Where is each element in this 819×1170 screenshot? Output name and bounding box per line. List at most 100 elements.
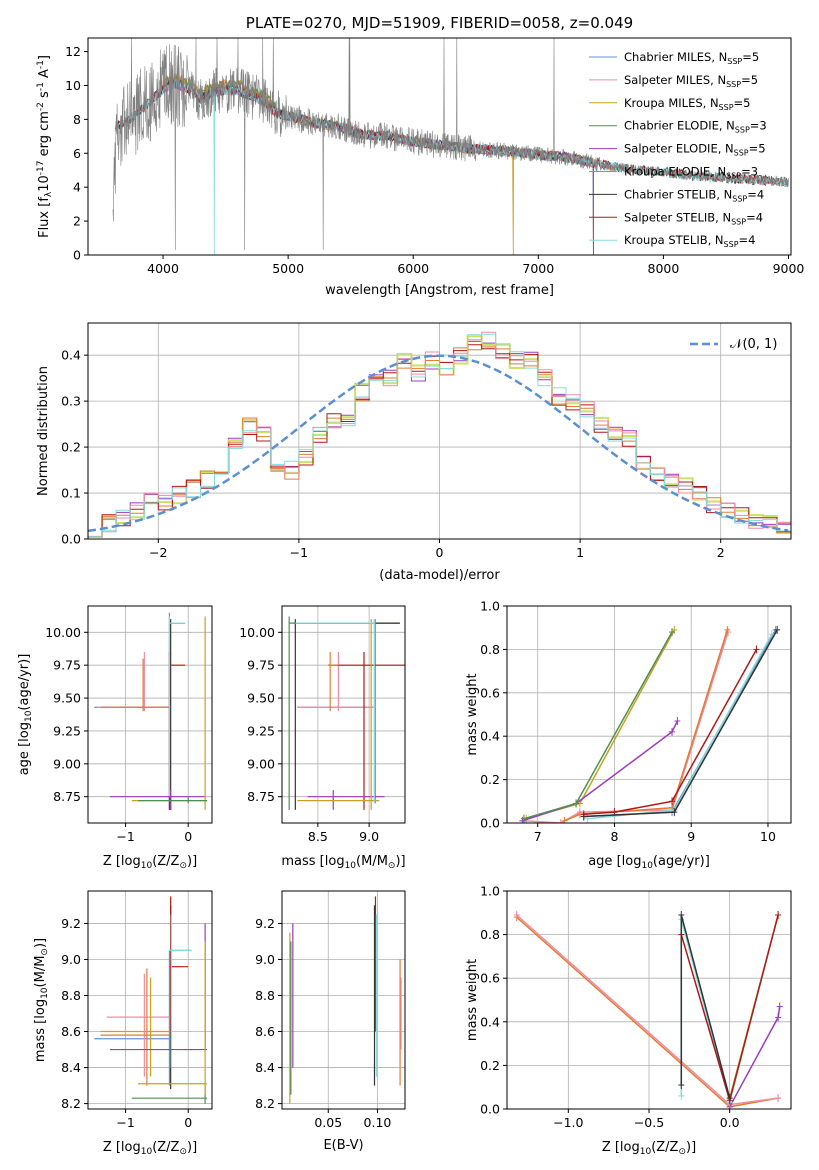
label-part: 10	[37, 175, 52, 192]
label-part: Flux [f	[37, 197, 52, 238]
weight-line	[516, 914, 779, 1106]
legend-text-part: =5	[742, 50, 759, 64]
x-tick-label: 8000	[648, 261, 680, 276]
y-tick-label: 0.2	[480, 1058, 500, 1073]
plot-area	[288, 616, 405, 810]
plot-area	[88, 331, 791, 538]
label-part: (age/yr)]	[17, 654, 32, 711]
legend-text-part: Kroupa MILES, N	[624, 96, 719, 110]
y-tick-label: 0.6	[480, 971, 500, 986]
y-tick-label: 8.8	[61, 988, 81, 1003]
mass-vs-Z: −1 08.28.48.68.89.09.2Z [log10(Z/Z⊙)]mass…	[33, 890, 213, 1157]
legend-text-part: =4	[739, 233, 756, 247]
label-part: ]	[37, 55, 52, 60]
y-tick-label: 9.00	[247, 756, 275, 771]
legend-entry: Chabrier ELODIE, NSSP=3	[624, 119, 767, 135]
x-tick-label: 0	[184, 1115, 192, 1130]
label-part: 10	[141, 1147, 153, 1157]
x-tick-label: 8	[610, 829, 618, 844]
label-part: s	[37, 91, 52, 102]
histogram-step	[88, 331, 791, 538]
y-tick-label: 8.75	[247, 789, 275, 804]
y-tick-label: 6	[73, 146, 81, 161]
x-tick-label: 0	[184, 829, 192, 844]
y-tick-label: 8	[73, 112, 81, 127]
label-part: ⊙	[179, 1147, 187, 1157]
weight-vs-Z: −1.0 −0.5 0.0 0.0 0.2 0.4 0.6 0.8 1.0 Z [log10(Z/…	[465, 884, 792, 1157]
chart-title: PLATE=0270, MJD=51909, FIBERID=0058, z=0…	[246, 14, 633, 32]
plot-area	[519, 625, 781, 823]
label-part: )]	[395, 854, 405, 869]
label-part: )]	[686, 1140, 696, 1155]
label-part: 10	[640, 1147, 652, 1157]
label-part: age [log	[17, 722, 32, 775]
y-tick-label: 10	[65, 78, 81, 93]
weight-line	[523, 631, 673, 820]
y-tick-label: 8.8	[255, 988, 275, 1003]
label-part: -1	[36, 60, 46, 69]
y-tick-label: 8.4	[255, 1060, 275, 1075]
label-part: (Z/Z	[651, 1140, 678, 1155]
legend-text-part: Kroupa STELIB, N	[624, 233, 724, 247]
legend-text-part: Chabrier ELODIE, N	[624, 119, 735, 133]
label-part: )]	[187, 1140, 197, 1155]
y-tick-label: 9.2	[61, 916, 81, 931]
y-tick-label: 9.50	[247, 691, 275, 706]
y-tick-label: 8.6	[255, 1024, 275, 1039]
x-tick-label: 9000	[773, 261, 805, 276]
y-tick-label: 9.75	[53, 658, 81, 673]
legend-entry: Kroupa ELODIE, NSSP=3	[624, 165, 758, 181]
label-part: -2	[36, 102, 46, 111]
y-tick-label: 0.3	[61, 394, 81, 409]
y-tick-label: 9.00	[53, 756, 81, 771]
weight-line	[583, 629, 778, 818]
x-tick-label: 0	[436, 545, 444, 560]
y-tick-label: 9.25	[247, 723, 275, 738]
y-tick-label: 8.4	[61, 1060, 81, 1075]
x-tick-label: −1	[116, 829, 134, 844]
y-tick-label: 0.4	[480, 729, 500, 744]
y-tick-label: 2	[73, 214, 81, 229]
x-axis-label: Z [log10(Z/Z⊙)]	[602, 1140, 696, 1157]
x-tick-label: 9	[687, 829, 695, 844]
label-part: -1	[36, 82, 46, 91]
legend-text-part: SSP	[719, 103, 734, 112]
legend-text-part: SSP	[726, 172, 741, 181]
legend-text-part: =5	[741, 73, 758, 87]
label-part: mass [log	[33, 999, 48, 1062]
model-line	[150, 73, 594, 255]
x-tick-label: 2	[717, 545, 725, 560]
weight-line	[564, 629, 729, 822]
y-tick-label: 0.6	[480, 685, 500, 700]
x-tick-label: 4000	[147, 261, 179, 276]
label-part: (M/M	[33, 956, 48, 988]
x-axis-label: (data-model)/error	[379, 568, 500, 583]
y-tick-label: 10.00	[45, 625, 81, 640]
weight-line	[587, 633, 773, 820]
y-axis-label: Flux [fλ10-17 erg cm-2 s-1 A-1]	[36, 55, 54, 238]
axes-frame	[87, 605, 213, 824]
y-axis-label: mass [log10(M/M⊙)]	[33, 938, 50, 1062]
legend-text-part: =5	[734, 96, 751, 110]
y-tick-label: 9.0	[61, 952, 81, 967]
data-spectrum	[112, 38, 789, 250]
weight-line	[583, 649, 758, 816]
model-line	[150, 75, 594, 255]
legend-text-part: Salpeter STELIB, N	[624, 210, 731, 224]
y-tick-label: 0.4	[480, 1014, 500, 1029]
y-tick-label: 8.2	[255, 1096, 275, 1111]
y-tick-label: 0.8	[480, 927, 500, 942]
legend-entry: Salpeter ELODIE, NSSP=5	[624, 142, 766, 158]
y-axis-label: age [log10(age/yr)]	[17, 654, 34, 776]
axes-frame	[87, 890, 213, 1110]
model-line	[150, 80, 594, 255]
x-axis-label: mass [log10(M/M⊙)]	[281, 854, 405, 871]
y-tick-label: 0.2	[480, 772, 500, 787]
x-tick-label: 5000	[272, 261, 304, 276]
y-tick-label: 9.25	[53, 723, 81, 738]
legend-text-part: =4	[746, 210, 763, 224]
y-tick-label: 10.00	[239, 625, 275, 640]
label-part: ⊙	[40, 948, 50, 956]
label-part: age [log	[588, 854, 641, 869]
